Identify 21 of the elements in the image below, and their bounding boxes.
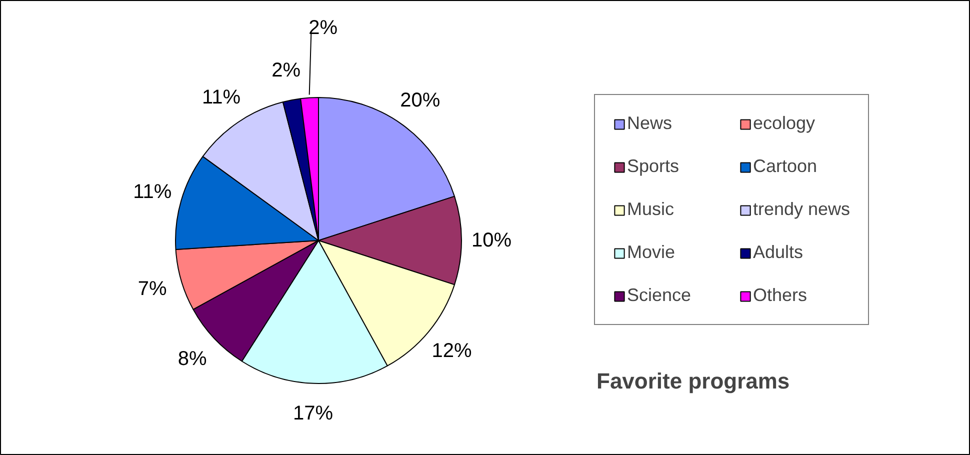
data-label: 8%	[178, 348, 208, 370]
legend-label: Sports	[627, 156, 680, 177]
legend-label: Cartoon	[753, 156, 818, 177]
data-label: 12%	[432, 340, 472, 362]
legend-label: trendy news	[753, 199, 850, 220]
data-label: 7%	[138, 278, 168, 300]
data-label: 11%	[202, 86, 241, 108]
legend-label: ecology	[753, 113, 816, 134]
legend-label: News	[627, 113, 674, 134]
legend-label: Music	[627, 199, 676, 220]
data-label: 20%	[400, 90, 440, 112]
text: Favorite programs	[596, 368, 790, 394]
data-label: 11%	[133, 181, 172, 204]
legend-label: Science	[627, 285, 692, 306]
legend-label: Movie	[627, 242, 676, 263]
data-label: 10%	[471, 230, 512, 252]
data-label: 2%	[272, 60, 301, 82]
legend-label: Others	[753, 285, 808, 306]
data-label: 2%	[308, 16, 338, 39]
data-label: 17%	[293, 402, 334, 424]
legend-label: Adults	[753, 242, 804, 263]
